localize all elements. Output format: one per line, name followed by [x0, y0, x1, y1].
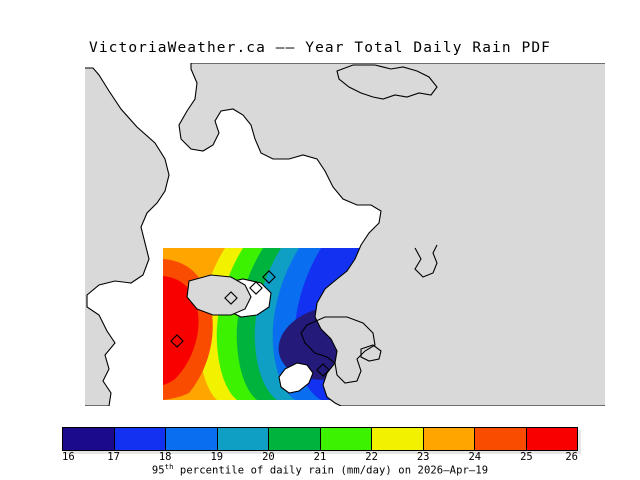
colorbar-tick-24: 24: [468, 451, 482, 463]
inland-lake-outline: [300, 316, 376, 384]
colorbar-segment-25–26[interactable]: [526, 428, 577, 450]
colorbar-tick-19: 19: [210, 451, 224, 463]
station-markers[interactable]: [170, 270, 330, 377]
colorbar-segments[interactable]: [62, 427, 578, 451]
colorbar-segment-18–19[interactable]: [166, 428, 218, 450]
station-marker-north-water[interactable]: [262, 270, 276, 284]
colorbar-tick-25: 25: [520, 451, 533, 463]
colorbar-tick-20: 20: [262, 451, 275, 463]
colorbar-segment-22–23[interactable]: [372, 428, 424, 450]
station-marker-east-lake[interactable]: [316, 363, 330, 377]
page-title: VictoriaWeather.ca —— Year Total Daily R…: [89, 40, 551, 56]
colorbar-tick-23: 23: [416, 451, 430, 463]
colorbar-tick-16: 16: [62, 451, 75, 463]
station-marker-mid-coast[interactable]: [249, 281, 263, 295]
colorbar-tick-17: 17: [107, 451, 120, 463]
station-marker-west-peak[interactable]: [170, 334, 184, 348]
caption-ordinal: th: [164, 462, 174, 471]
coastline-east-detail: [414, 244, 438, 278]
inland-lake-lobe: [360, 344, 382, 362]
colorbar-tick-18: 18: [158, 451, 172, 463]
colorbar-tick-22: 22: [365, 451, 378, 463]
caption-value: 95: [151, 464, 165, 477]
colorbar-segment-16–17[interactable]: [63, 428, 115, 450]
contour-band-25-26: [163, 276, 199, 385]
map-panel[interactable]: [85, 63, 605, 406]
coastline-west: [85, 67, 170, 406]
map-svg: [85, 63, 605, 406]
channel-island: [278, 362, 314, 394]
caption-text: percentile of daily rain (mm/day) on 202…: [173, 464, 489, 477]
colorbar-segment-23–24[interactable]: [423, 428, 475, 450]
colorbar-segment-21–22[interactable]: [320, 428, 372, 450]
colorbar-tick-26: 26: [565, 451, 578, 463]
colorbar-segment-20–21[interactable]: [269, 428, 321, 450]
coastal-peninsula: [186, 274, 252, 316]
station-marker-inlet[interactable]: [224, 291, 238, 305]
land-layer: [85, 63, 605, 406]
colorbar-caption: 95th percentile of daily rain (mm/day) o…: [0, 462, 640, 477]
colorbar-segment-17–18[interactable]: [114, 428, 166, 450]
coastline-north-headland: [336, 64, 438, 100]
colorbar-segment-19–20[interactable]: [217, 428, 269, 450]
colorbar-tick-21: 21: [313, 451, 327, 463]
colorbar-segment-24–25[interactable]: [475, 428, 527, 450]
colorbar[interactable]: [62, 427, 578, 451]
colorbar-tick-labels: 16 17 18 19 20 21 22 23 24 25 26: [62, 451, 578, 464]
